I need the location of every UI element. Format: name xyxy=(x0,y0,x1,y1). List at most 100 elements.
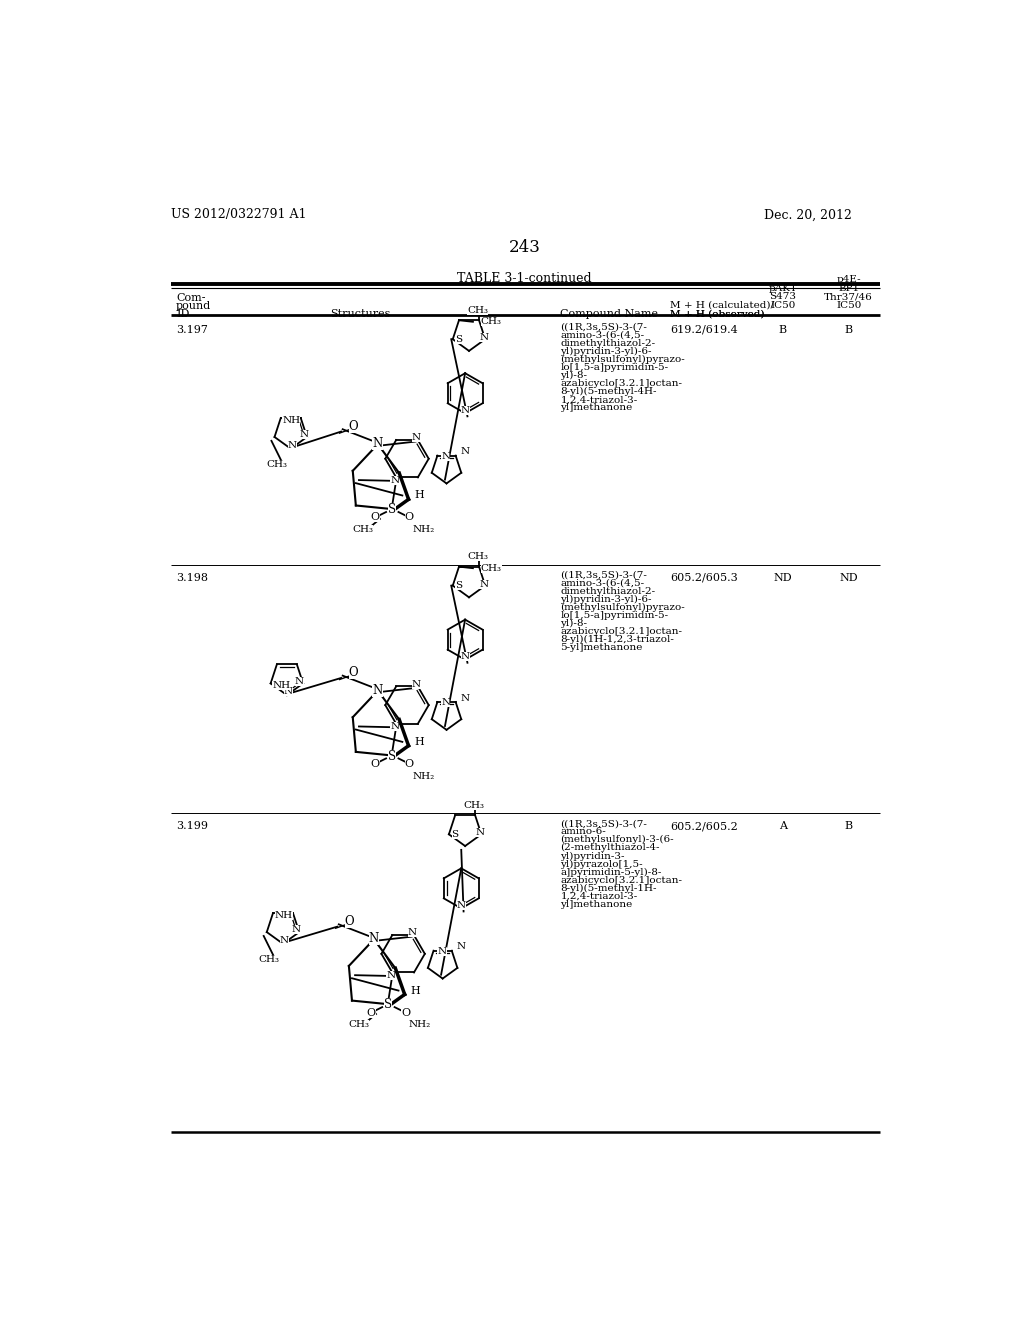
Text: Compound Name: Compound Name xyxy=(560,309,658,319)
Text: CH₃: CH₃ xyxy=(467,552,488,561)
Text: amino-3-(6-(4,5-: amino-3-(6-(4,5- xyxy=(560,578,644,587)
Text: a]pyrimidin-5-yl)-8-: a]pyrimidin-5-yl)-8- xyxy=(560,867,662,876)
Text: (methylsulfonyl)pyrazo-: (methylsulfonyl)pyrazo- xyxy=(560,603,685,611)
Text: azabicyclo[3.2.1]octan-: azabicyclo[3.2.1]octan- xyxy=(560,627,682,636)
Text: lo[1,5-a]pyrimidin-5-: lo[1,5-a]pyrimidin-5- xyxy=(560,611,669,620)
Text: yl)pyridin-3-yl)-6-: yl)pyridin-3-yl)-6- xyxy=(560,347,652,356)
Text: O: O xyxy=(404,759,414,768)
Text: N: N xyxy=(461,405,470,414)
Text: N: N xyxy=(369,932,379,945)
Text: O: O xyxy=(371,759,380,768)
Text: N: N xyxy=(299,430,308,440)
Text: CH₃: CH₃ xyxy=(463,801,484,810)
Text: 3.197: 3.197 xyxy=(176,325,208,335)
Text: M + H (observed): M + H (observed) xyxy=(671,309,765,318)
Text: H: H xyxy=(415,491,424,500)
Text: pAKT: pAKT xyxy=(768,284,798,293)
Text: CH₃: CH₃ xyxy=(258,954,280,964)
Text: NH: NH xyxy=(274,911,293,920)
Text: dimethylthiazol-2-: dimethylthiazol-2- xyxy=(560,339,655,347)
Text: 3.199: 3.199 xyxy=(176,821,208,832)
Text: N: N xyxy=(288,441,297,450)
Text: N: N xyxy=(461,652,470,661)
Text: ((1R,3s,5S)-3-(7-: ((1R,3s,5S)-3-(7- xyxy=(560,818,647,828)
Text: Structures: Structures xyxy=(331,309,391,319)
Text: ID: ID xyxy=(176,309,189,319)
Text: ND: ND xyxy=(773,573,793,582)
Text: B: B xyxy=(845,325,853,335)
Text: 8-yl)(5-methyl-4H-: 8-yl)(5-methyl-4H- xyxy=(560,387,657,396)
Text: N: N xyxy=(412,680,421,689)
Text: yl]methanone: yl]methanone xyxy=(560,404,633,412)
Text: A: A xyxy=(779,821,786,832)
Text: CH₃: CH₃ xyxy=(352,525,374,535)
Text: 1,2,4-triazol-3-: 1,2,4-triazol-3- xyxy=(560,892,638,900)
Text: H: H xyxy=(411,986,421,995)
Text: N: N xyxy=(441,451,451,461)
Text: amino-3-(6-(4,5-: amino-3-(6-(4,5- xyxy=(560,330,644,339)
Text: 3.198: 3.198 xyxy=(176,573,208,582)
Text: yl)pyridin-3-: yl)pyridin-3- xyxy=(560,851,625,861)
Text: (methylsulfonyl)pyrazo-: (methylsulfonyl)pyrazo- xyxy=(560,355,685,364)
Text: S: S xyxy=(456,335,463,343)
Text: S473: S473 xyxy=(769,293,797,301)
Text: M + H (calculated)/: M + H (calculated)/ xyxy=(671,301,774,310)
Text: 8-yl)(5-methyl-1H-: 8-yl)(5-methyl-1H- xyxy=(560,884,657,892)
Text: pound: pound xyxy=(176,301,211,310)
Text: CH₃: CH₃ xyxy=(348,1020,370,1030)
Text: N: N xyxy=(475,828,484,837)
Text: 243: 243 xyxy=(509,239,541,256)
Text: ((1R,3s,5S)-3-(7-: ((1R,3s,5S)-3-(7- xyxy=(560,570,647,579)
Text: N: N xyxy=(373,684,383,697)
Text: p4E-: p4E- xyxy=(837,276,861,284)
Text: H: H xyxy=(415,737,424,747)
Text: O: O xyxy=(371,512,380,523)
Text: O: O xyxy=(349,667,358,678)
Text: S: S xyxy=(456,581,463,590)
Text: O: O xyxy=(400,1007,410,1018)
Text: amino-6-: amino-6- xyxy=(560,828,606,836)
Text: S: S xyxy=(388,750,396,763)
Text: CH₃: CH₃ xyxy=(266,459,288,469)
Text: N: N xyxy=(457,900,466,909)
Text: 8-yl)(1H-1,2,3-triazol-: 8-yl)(1H-1,2,3-triazol- xyxy=(560,635,675,644)
Text: ((1R,3s,5S)-3-(7-: ((1R,3s,5S)-3-(7- xyxy=(560,322,647,331)
Text: NH₂: NH₂ xyxy=(412,772,434,780)
Text: N: N xyxy=(390,722,399,731)
Text: yl)pyridin-3-yl)-6-: yl)pyridin-3-yl)-6- xyxy=(560,594,652,603)
Text: N: N xyxy=(292,925,301,935)
Text: yl)-8-: yl)-8- xyxy=(560,619,588,628)
Text: azabicyclo[3.2.1]octan-: azabicyclo[3.2.1]octan- xyxy=(560,379,682,388)
Text: TABLE 3-1-continued: TABLE 3-1-continued xyxy=(458,272,592,285)
Text: O: O xyxy=(404,512,414,523)
Text: 619.2/619.4: 619.2/619.4 xyxy=(671,325,738,335)
Text: S: S xyxy=(452,830,459,838)
Text: N: N xyxy=(386,972,395,979)
Text: N: N xyxy=(295,677,304,686)
Text: NH₂: NH₂ xyxy=(412,525,434,535)
Text: N: N xyxy=(479,579,488,589)
Text: N: N xyxy=(441,698,451,708)
Text: B: B xyxy=(845,821,853,832)
Text: NH: NH xyxy=(283,416,300,425)
Text: BP1: BP1 xyxy=(839,284,859,293)
Text: N: N xyxy=(280,936,289,945)
Text: yl]methanone: yl]methanone xyxy=(560,900,633,909)
Text: B: B xyxy=(779,325,786,335)
Text: 5-yl]methanone: 5-yl]methanone xyxy=(560,643,643,652)
Text: N: N xyxy=(437,946,446,956)
Text: 1,2,4-triazol-3-: 1,2,4-triazol-3- xyxy=(560,395,638,404)
Text: O: O xyxy=(349,420,358,433)
Text: CH₃: CH₃ xyxy=(480,317,502,326)
Text: yl)-8-: yl)-8- xyxy=(560,371,588,380)
Text: N: N xyxy=(460,447,469,457)
Text: S: S xyxy=(384,998,392,1011)
Text: dimethylthiazol-2-: dimethylthiazol-2- xyxy=(560,586,655,595)
Text: ND: ND xyxy=(840,573,858,582)
Text: US 2012/0322791 A1: US 2012/0322791 A1 xyxy=(171,209,306,222)
Text: O: O xyxy=(367,1007,376,1018)
Text: N: N xyxy=(460,693,469,702)
Text: N: N xyxy=(457,942,466,952)
Text: Dec. 20, 2012: Dec. 20, 2012 xyxy=(764,209,851,222)
Text: CH₃: CH₃ xyxy=(480,564,502,573)
